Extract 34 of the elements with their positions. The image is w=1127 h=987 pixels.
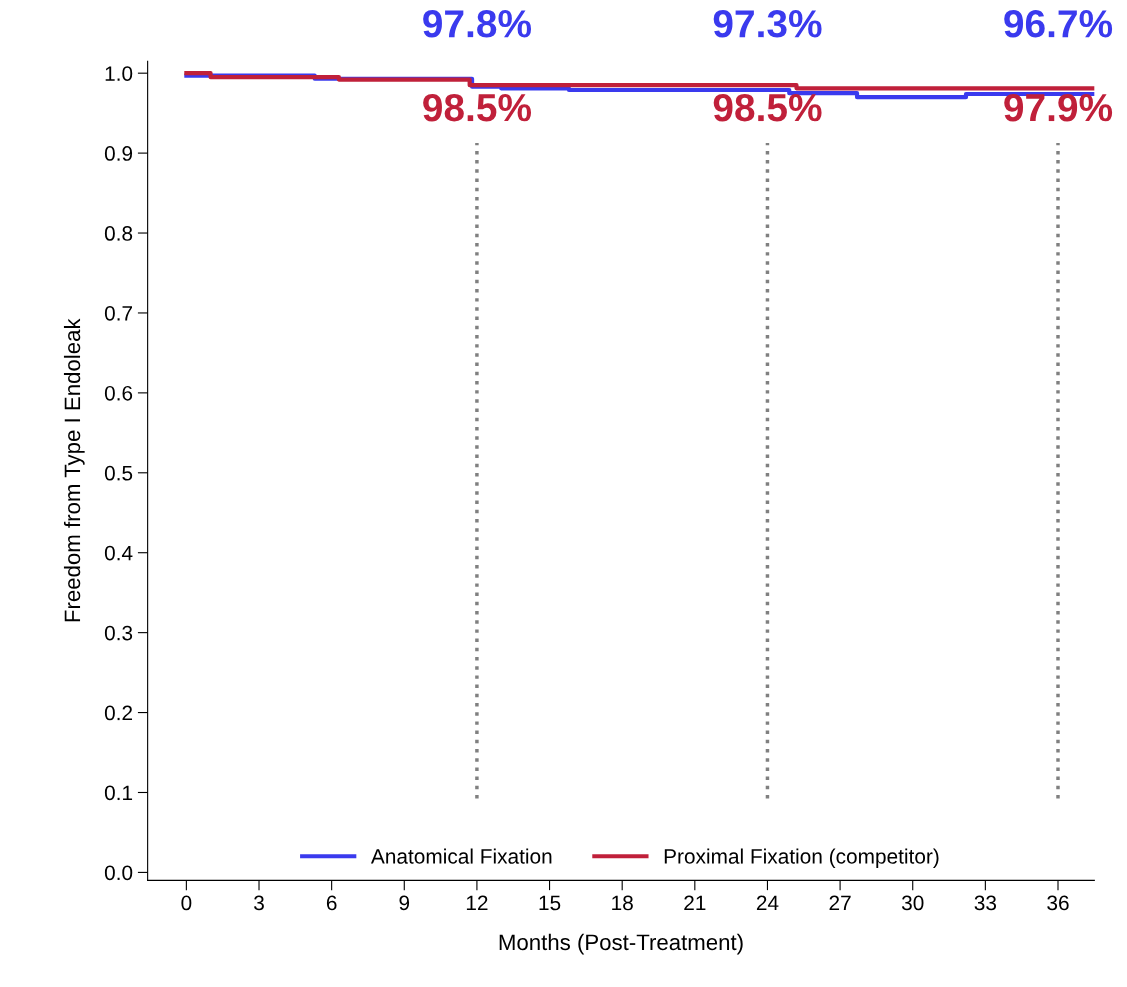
y-tick-label: 0.6: [104, 385, 133, 401]
x-tick-label: 15: [539, 895, 561, 911]
annotation: 98.5%: [713, 93, 822, 122]
x-tick-label: 24: [756, 895, 779, 911]
y-tick-label: 0.8: [104, 226, 133, 241]
text: 97.8%: [423, 9, 532, 38]
y-tick-label: 0.7: [104, 305, 133, 321]
legend-label: Proximal Fixation (competitor): [664, 848, 939, 868]
x-tick-label: 36: [1047, 895, 1069, 911]
y-axis-title: Freedom from Type I Endoleak: [63, 318, 85, 622]
y-tick-label: 0.5: [104, 465, 133, 481]
y-tick-label: 0.4: [104, 545, 133, 561]
y-tick-label: 0.3: [104, 625, 133, 641]
y-tick-label: 0.2: [104, 705, 133, 721]
x-tick-label: 9: [399, 895, 410, 911]
annotation: 97.9%: [1004, 93, 1113, 122]
x-tick-label: 12: [466, 895, 488, 911]
legend-label: Anatomical Fixation: [370, 848, 552, 864]
annotation: 98.5%: [423, 93, 532, 122]
x-tick-label: 3: [254, 895, 264, 911]
text: 97.3%: [713, 9, 822, 38]
x-tick-label: 18: [612, 895, 633, 911]
x-tick-label: 33: [974, 895, 997, 911]
y-tick-label: 0.1: [104, 785, 133, 801]
y-tick-label: 0.0: [104, 865, 133, 881]
y-tick-label: 0.9: [104, 146, 133, 161]
x-tick-label: 27: [829, 895, 851, 911]
x-tick-label: 21: [684, 895, 706, 911]
x-tick-label: 30: [901, 895, 924, 911]
x-tick-label: 6: [326, 895, 337, 911]
x-tick-label: 0: [181, 895, 192, 911]
x-axis-title: Months (Post-Treatment): [499, 933, 743, 955]
text: 96.7%: [1004, 9, 1113, 38]
y-tick-label: 1.0: [105, 66, 133, 81]
